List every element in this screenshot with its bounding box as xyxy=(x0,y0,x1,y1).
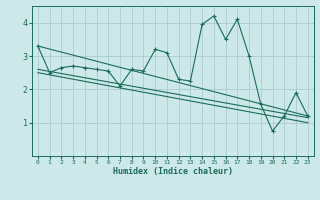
X-axis label: Humidex (Indice chaleur): Humidex (Indice chaleur) xyxy=(113,167,233,176)
